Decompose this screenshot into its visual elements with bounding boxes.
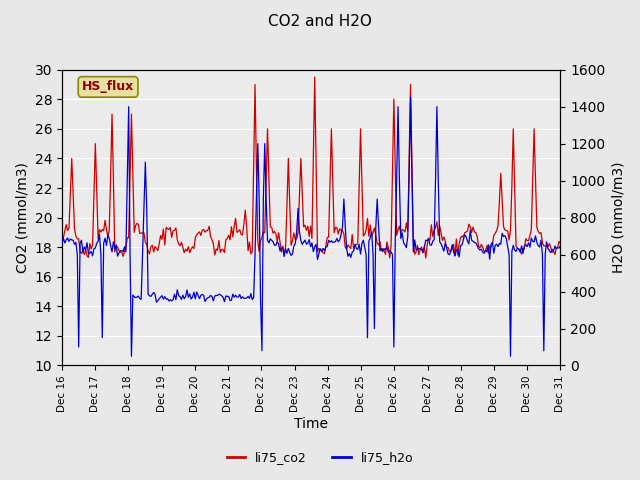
X-axis label: Time: Time	[294, 418, 328, 432]
Legend: li75_co2, li75_h2o: li75_co2, li75_h2o	[221, 446, 419, 469]
Y-axis label: CO2 (mmol/m3): CO2 (mmol/m3)	[15, 162, 29, 273]
Text: CO2 and H2O: CO2 and H2O	[268, 14, 372, 29]
Text: HS_flux: HS_flux	[82, 81, 134, 94]
Y-axis label: H2O (mmol/m3): H2O (mmol/m3)	[611, 162, 625, 273]
